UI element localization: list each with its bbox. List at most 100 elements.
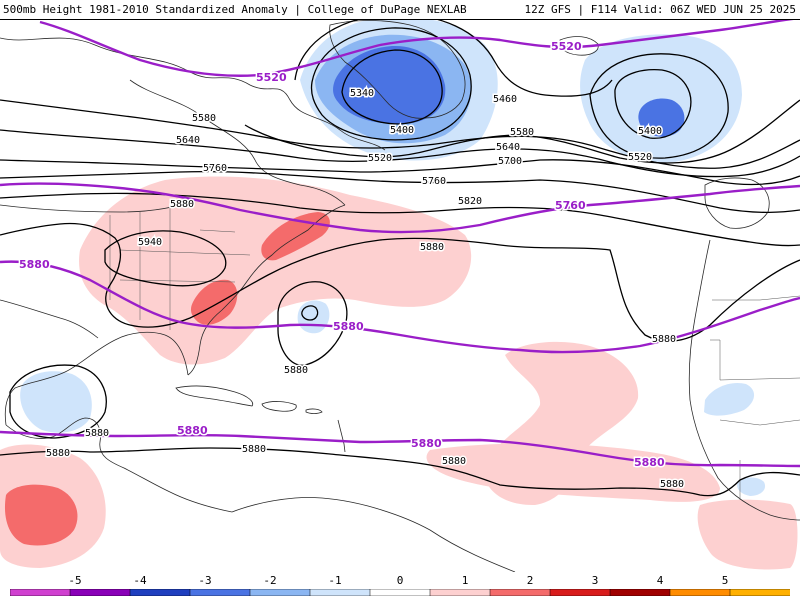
- climo-label: 5760: [555, 199, 586, 212]
- colorbar-segment: [189, 589, 251, 596]
- weather-map: 5340 5400 5460 5520 5580 5640 5700 5760 …: [0, 13, 800, 572]
- height-label: 5700: [498, 156, 522, 167]
- anomaly-area-north-atlantic-core: [638, 98, 685, 137]
- colorbar-tick-label: 3: [591, 574, 599, 587]
- border-us-canada: [0, 199, 196, 213]
- colorbar-tick-label: -1: [328, 574, 342, 587]
- climo-label: 5880: [411, 437, 442, 450]
- border-us-states-a: [109, 205, 251, 330]
- climo-label: 5520: [256, 71, 287, 84]
- colorbar-segment: [309, 589, 371, 596]
- coastline-us-east: [187, 204, 346, 376]
- colorbar-segment: [369, 589, 431, 596]
- anomaly-area-gulf-of-mexico: [20, 371, 92, 433]
- climo-label: 5880: [634, 456, 665, 469]
- height-contour-5880-south: [0, 447, 800, 497]
- climatology-labels: 5520 5520 5760 5880 5880 5880 5880 5880: [18, 39, 667, 471]
- height-label: 5820: [458, 196, 482, 207]
- colorbar-segment: [249, 589, 311, 596]
- height-contour-5700: [0, 159, 800, 186]
- colorbar-segment: [549, 589, 611, 596]
- coastline-hudson-bay-labrador: [0, 37, 386, 151]
- height-label: 5640: [496, 142, 520, 153]
- height-contour-5340: [341, 49, 443, 125]
- height-contour-5640: [0, 129, 800, 178]
- height-label: 5340: [350, 88, 374, 99]
- colorbar-tick-label: 2: [526, 574, 534, 587]
- colorbar-tick-label: 4: [656, 574, 664, 587]
- height-label: 5640: [176, 135, 200, 146]
- coastline-greenland: [329, 20, 466, 119]
- height-label: 5580: [510, 127, 534, 138]
- height-label: 5880: [46, 448, 70, 459]
- coastline-iberia: [704, 177, 770, 229]
- model-run-info: 12Z GFS | F114 Valid: 06Z WED JUN 25 202…: [524, 3, 796, 16]
- climo-label: 5880: [177, 424, 208, 437]
- anomaly-area-eastern-us: [79, 176, 472, 365]
- height-contour-5760: [0, 170, 800, 214]
- height-label: 5940: [138, 237, 162, 248]
- border-africa-countries: [710, 295, 800, 500]
- colorbar-tick-label: -4: [133, 574, 147, 587]
- height-label: 5760: [422, 176, 446, 187]
- coastline-iceland: [559, 36, 599, 56]
- coastline-gulf-of-mexico: [4, 331, 189, 426]
- colorbar-tick-label: 0: [396, 574, 404, 587]
- colorbar-tick-label: 5: [721, 574, 729, 587]
- colorbar-tick-label: -2: [263, 574, 277, 587]
- coastline-lesser-antilles: [337, 419, 346, 453]
- height-label: 5520: [628, 152, 652, 163]
- height-contour-5880-bahamas: [277, 281, 348, 366]
- height-label: 5880: [652, 334, 676, 345]
- map-title: 500mb Height 1981-2010 Standardized Anom…: [3, 3, 467, 16]
- height-label: 5760: [203, 163, 227, 174]
- colorbar-segment: [429, 589, 491, 596]
- height-label: 5520: [368, 153, 392, 164]
- height-contours: [0, 13, 800, 497]
- height-label: 5400: [390, 125, 414, 136]
- anomaly-area-west-africa: [704, 382, 755, 416]
- height-contour-5820: [0, 192, 800, 247]
- height-contour-5880-small: [301, 305, 319, 321]
- height-label: 5580: [192, 113, 216, 124]
- climo-label: 5880: [19, 258, 50, 271]
- height-label: 5880: [660, 479, 684, 490]
- colorbar-tick-label: 1: [461, 574, 469, 587]
- title-bar: 500mb Height 1981-2010 Standardized Anom…: [0, 0, 800, 20]
- height-label: 5880: [420, 242, 444, 253]
- coastline-canada-east: [129, 79, 346, 206]
- climo-contour-5520: [39, 16, 800, 77]
- colorbar-segment: [609, 589, 671, 596]
- anomaly-area-southeast-coast: [190, 279, 238, 325]
- height-contour-5520: [244, 99, 800, 164]
- climo-contour-5760: [0, 182, 800, 234]
- coastline-west-africa: [688, 239, 800, 521]
- anomaly-area-west-african-coast: [697, 499, 798, 570]
- height-contour-5880-north: [0, 222, 800, 342]
- colorbar-segment: [669, 589, 731, 596]
- height-label: 5880: [85, 428, 109, 439]
- climo-contour-5880-south: [0, 430, 800, 468]
- coastlines-and-borders: [0, 20, 800, 572]
- colorbar-legend: -5 -4 -3 -2 -1 0 1 2 3 4 5: [0, 572, 800, 600]
- height-label: 5400: [638, 126, 662, 137]
- anomaly-area-gulf-of-guinea: [737, 477, 766, 496]
- height-contour-5520-atlantic: [589, 53, 729, 159]
- colorbar-segment: [69, 589, 131, 596]
- anomaly-area-bahamas: [297, 300, 330, 334]
- colorbar: [10, 589, 790, 596]
- climo-contour-5880-mid: [0, 260, 800, 354]
- anomaly-area-eastern-pacific-core: [4, 484, 78, 546]
- colorbar-segment: [129, 589, 191, 596]
- colorbar-segment: [10, 589, 71, 596]
- height-contour-5580: [0, 99, 800, 169]
- colorbar-tick-label: -5: [68, 574, 82, 587]
- climo-label: 5880: [333, 320, 364, 333]
- colorbar-segment: [489, 589, 551, 596]
- anomaly-area-north-atlantic: [580, 34, 742, 163]
- height-labels: 5340 5400 5460 5520 5580 5640 5700 5760 …: [45, 87, 686, 492]
- height-contour-5880-gulf: [9, 364, 107, 439]
- height-label: 5460: [493, 94, 517, 105]
- anomaly-area-tropical-atlantic: [426, 443, 720, 502]
